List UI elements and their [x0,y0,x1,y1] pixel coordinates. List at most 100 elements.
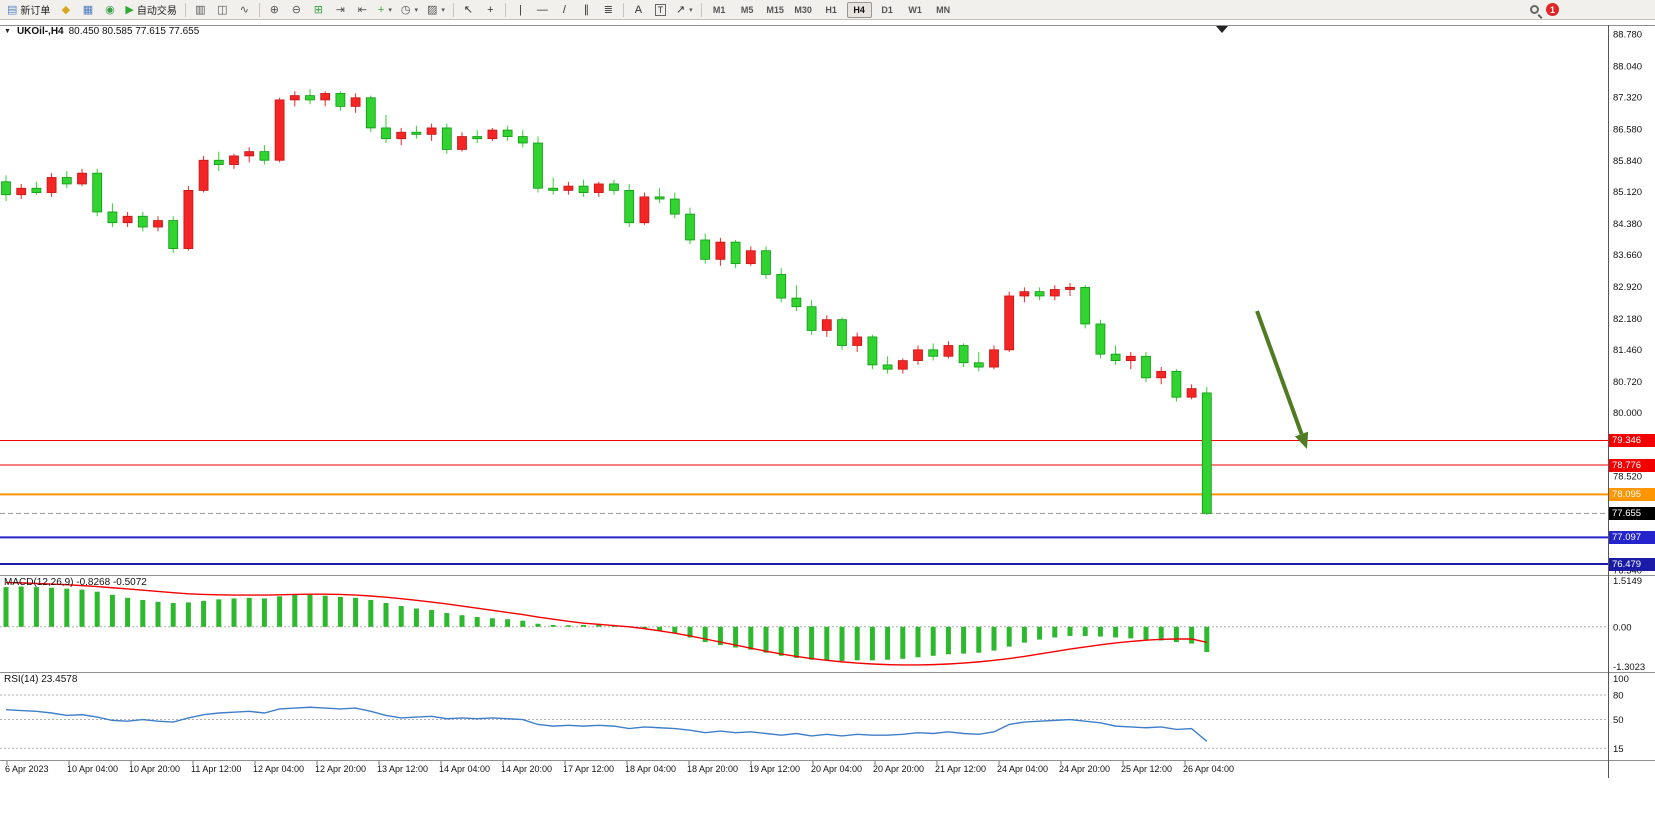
time-axis-label: 12 Apr 20:00 [315,764,366,774]
timeframe-mn-button[interactable]: MN [936,4,951,15]
timeframe-m15-button[interactable]: M15 [766,4,784,15]
candle [229,153,239,169]
timeframe-h4-button[interactable]: H4 [846,1,872,18]
candle [715,237,726,266]
auto-scroll-button[interactable]: ⇥ [330,1,351,19]
indicators-button[interactable]: + ▾ [374,1,396,19]
autotrading-button[interactable]: ▶ 自动交易 [121,1,180,19]
price-axis-label: 88.780 [1613,30,1642,41]
profiles-button[interactable]: ◆ [55,1,76,19]
bar-chart-icon: ▥ [195,4,206,16]
candle [107,203,118,228]
candle [244,147,255,163]
text-label-icon: T [654,3,667,16]
timeframe-h1-button[interactable]: H1 [825,4,837,15]
cursor-arrow-icon: ↖ [463,4,473,16]
candle-chart-button[interactable]: ◫ [212,1,233,19]
new-order-button[interactable]: ▤ 新订单 [3,1,54,19]
candle [867,334,878,370]
chart-canvas[interactable]: 88.780 88.040 87.320 86.580 85.840 85.120 84.3… [0,20,1655,825]
candle [943,341,954,359]
trendline-button[interactable]: / [554,1,575,19]
time-axis-label: 11 Apr 12:00 [191,764,241,774]
candle [213,151,224,172]
timeframe-m5-button[interactable]: M5 [740,4,754,15]
signals-icon: ◉ [105,4,115,16]
candle [1080,285,1091,329]
timeframe-m30-button[interactable]: M30 [794,4,812,15]
dropdown-arrow-icon[interactable]: ▾ [414,6,418,14]
search-button[interactable] [1524,1,1545,19]
candle [776,267,787,303]
tile-windows-button[interactable]: ⊞ [308,1,329,19]
toolbar-separator [258,2,260,17]
dropdown-arrow-icon[interactable]: ▾ [388,6,392,14]
horizontal-line-icon: — [536,3,548,16]
channel-button[interactable]: ∥ [576,1,597,19]
crosshair-button[interactable]: + [480,1,501,19]
arrows-button[interactable]: ↗ ▾ [672,1,697,19]
candle [31,181,42,195]
chart-shift-icon: ⇤ [357,4,367,16]
text-label-button[interactable]: T [650,1,671,19]
templates-button[interactable]: ▨ ▾ [423,1,449,19]
candle [487,127,498,141]
candle [259,145,270,165]
candle [457,132,467,152]
macd-scale-label: -1.3023 [1613,662,1645,673]
macd-label: MACD(12,26,9) -0.8268 -0.5072 [4,577,147,588]
candle [92,168,103,217]
macd-signal-line [5,581,1207,666]
candle [1065,283,1075,296]
candle [1110,345,1121,365]
periods-button[interactable]: ◷ ▾ [397,1,422,19]
candle [396,127,407,146]
candle [274,97,285,163]
horizontal-line-button[interactable]: — [532,1,553,19]
dropdown-arrow-icon[interactable]: ▾ [441,6,445,14]
candle [533,136,543,193]
candle [593,181,604,197]
zoom-in-button[interactable]: ⊕ [264,1,285,19]
rsi-scale-label: 80 [1613,690,1624,701]
price-axis-label: 83.660 [1613,250,1642,261]
notification-badge[interactable]: 1 [1546,3,1559,16]
equidistant-channel-icon: ∥ [583,4,590,16]
chart-shift-button[interactable]: ⇤ [352,1,373,19]
profiles-icon: ◆ [61,4,71,16]
rsi-line [5,706,1208,742]
dropdown-arrow-icon[interactable]: ▾ [689,6,693,14]
candle [289,91,300,107]
trend-arrow[interactable] [1255,310,1304,435]
candle [852,332,863,352]
trendline-icon: / [562,3,566,16]
timeframe-m1-button[interactable]: M1 [712,4,726,15]
timeframe-d1-button[interactable]: D1 [881,4,893,15]
one-click-trading-toggle[interactable]: ▼ [4,28,11,35]
zoom-out-button[interactable]: ⊖ [286,1,307,19]
bar-chart-button[interactable]: ▥ [190,1,211,19]
new-order-button-label: 新订单 [20,6,51,17]
trend-arrow-head[interactable] [1294,431,1309,449]
time-axis-label: 19 Apr 12:00 [749,764,800,774]
fibonacci-button[interactable]: ≣ [598,1,619,19]
line-chart-button[interactable]: ∿ [234,1,255,19]
vertical-line-button[interactable]: | [510,1,531,19]
time-axis-label: 10 Apr 04:00 [67,764,118,774]
signals-button[interactable]: ◉ [99,1,120,19]
cursor-button[interactable]: ↖ [458,1,479,19]
chart-shift-marker[interactable] [1216,26,1228,33]
crosshair-icon: + [487,3,494,16]
zoom-out-icon: ⊖ [291,4,301,16]
price-axis-label: 88.040 [1613,61,1642,72]
timeframe-w1-button[interactable]: W1 [908,4,922,15]
candle [517,130,528,148]
candle [958,343,969,368]
line-chart-icon: ∿ [239,4,249,16]
candle [989,345,999,370]
candle [381,115,391,144]
candle [837,317,847,350]
text-button[interactable]: A [628,1,649,19]
price-axis-label: 80.720 [1613,377,1642,388]
charts-button[interactable]: ▦ [77,1,98,19]
